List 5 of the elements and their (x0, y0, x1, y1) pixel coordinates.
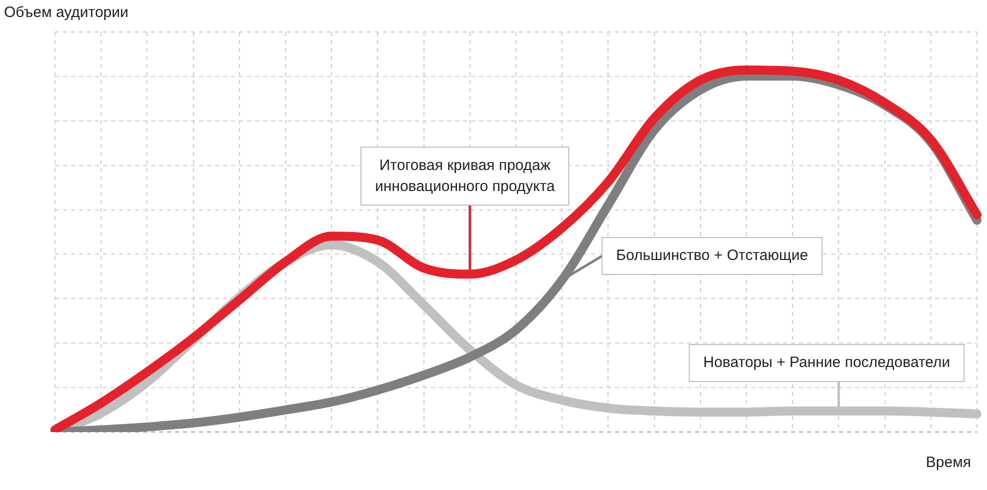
series-label: Итоговая кривая продаж инновационного продукта (374, 156, 556, 195)
series-label: Большинство + Отстающие (616, 247, 808, 264)
x-axis-title: Время (926, 454, 971, 471)
text: Новаторы + Ранние последователи (703, 354, 950, 372)
y-axis-title: Объем аудитории (4, 4, 128, 21)
